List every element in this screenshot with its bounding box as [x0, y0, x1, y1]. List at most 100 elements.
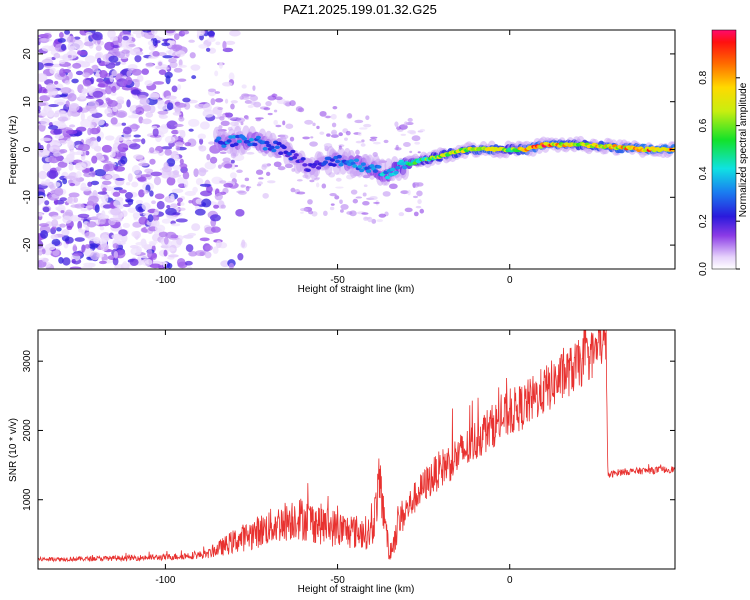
snr-x-tick-label: -50	[330, 575, 345, 586]
spectrogram-noise-cell	[219, 116, 225, 121]
spectrogram-ridge-peak	[402, 165, 408, 170]
spectrogram-noise-cell	[69, 182, 76, 187]
colorbar-tick-label: 0.8	[698, 70, 709, 84]
spectrogram-noise-cell	[378, 213, 387, 218]
spectrogram-noise-cell	[51, 238, 61, 246]
spectrogram-noise-cell	[194, 250, 207, 257]
spectrogram-noise-cell	[371, 218, 377, 224]
spectrogram-noise-cell	[173, 67, 183, 73]
spectrogram-noise-cell	[267, 112, 273, 116]
spectrogram-noise-cell	[217, 164, 222, 169]
spectrogram-noise-cell	[38, 62, 44, 71]
spectrogram-noise-cell	[104, 61, 110, 65]
spectrogram-ridge-peak	[357, 165, 363, 169]
spectrogram-noise-cell	[273, 109, 278, 113]
spectrogram-noise-cell	[60, 210, 65, 214]
spectrogram-noise-cell	[38, 37, 49, 44]
spectrogram-y-tick-label: 0	[22, 146, 33, 152]
spectrogram-noise-cell	[69, 124, 76, 128]
spectrogram-noise-cell	[166, 158, 176, 167]
spectrogram-noise-cell	[319, 131, 325, 135]
spectrogram-noise-cell	[300, 207, 309, 212]
spectrogram-noise-cell	[68, 162, 74, 171]
spectrogram-ridge-peak	[384, 175, 391, 180]
spectrogram-noise-cell	[52, 120, 63, 126]
spectrogram-noise-cell	[112, 243, 119, 249]
spectrogram-noise-cell	[263, 107, 271, 111]
spectrogram-noise-cell	[76, 150, 83, 156]
spectrogram-noise-cell	[207, 30, 215, 37]
spectrogram-noise-cell	[101, 194, 109, 204]
spectrogram-noise-cell	[48, 104, 59, 108]
spectrogram-noise-cell	[330, 113, 337, 120]
spectrogram-noise-cell	[148, 240, 158, 245]
spectrogram-noise-cell	[352, 198, 358, 204]
spectrogram-noise-cell	[94, 73, 101, 78]
spectrogram-noise-cell	[154, 224, 166, 233]
spectrogram-noise-cell	[362, 200, 370, 206]
spectrogram-noise-cell	[146, 249, 153, 257]
spectrogram-noise-cell	[105, 97, 111, 102]
spectrogram-noise-cell	[149, 158, 156, 165]
spectrogram-noise-cell	[80, 112, 85, 121]
spectrogram-noise-cell	[214, 192, 223, 201]
spectrogram-ridge-peak	[336, 154, 342, 159]
spectrogram-noise-cell	[127, 115, 140, 119]
spectrogram-noise-cell	[329, 193, 337, 197]
spectrogram-noise-cell	[197, 133, 207, 140]
spectrogram-ridge-peak	[369, 164, 375, 168]
spectrogram-noise-cell	[122, 222, 131, 228]
spectrogram-noise-cell	[199, 183, 212, 187]
spectrogram-noise-cell	[51, 91, 58, 96]
spectrogram-noise-cell	[105, 186, 114, 192]
spectrogram-noise-cell	[188, 39, 195, 43]
spectrogram-noise-cell	[52, 249, 60, 256]
spectrogram-noise-cell	[55, 206, 61, 211]
spectrogram-noise-cell	[166, 176, 176, 186]
spectrogram-noise-cell	[184, 142, 192, 147]
spectrogram-noise-cell	[199, 237, 210, 242]
spectrogram-noise-cell	[57, 161, 68, 168]
spectrogram-noise-cell	[135, 32, 142, 39]
spectrogram-noise-cell	[101, 180, 112, 186]
spectrogram-noise-cell	[179, 158, 184, 165]
spectrogram-noise-cell	[95, 152, 103, 160]
spectrogram-noise-cell	[152, 127, 159, 137]
spectrogram-noise-cell	[365, 115, 370, 121]
spectrogram-noise-cell	[300, 211, 304, 214]
spectrogram-noise-cell	[412, 181, 420, 188]
spectrogram-noise-cell	[363, 123, 372, 128]
spectrogram-noise-cell	[45, 83, 56, 92]
spectrogram-noise-cell	[178, 64, 187, 68]
spectrogram-noise-cell	[143, 190, 149, 194]
spectrogram-noise-cell	[98, 70, 108, 79]
snr-series-line	[38, 330, 675, 563]
spectrogram-noise-cell	[222, 157, 231, 163]
spectrogram-noise-cell	[131, 231, 139, 238]
spectrogram-noise-cell	[62, 215, 73, 224]
spectrogram-noise-cell	[166, 120, 178, 130]
spectrogram-noise-cell	[315, 182, 320, 188]
spectrogram-noise-cell	[404, 207, 413, 213]
spectrogram-noise-cell	[261, 163, 271, 168]
spectrogram-noise-cell	[129, 124, 140, 130]
spectrogram-noise-cell	[113, 187, 123, 191]
spectrogram-noise-cell	[38, 250, 43, 256]
spectrogram-noise-cell	[127, 207, 137, 214]
spectrogram-y-tick-label: -10	[22, 190, 33, 205]
spectrogram-noise-cell	[142, 105, 152, 112]
spectrogram-noise-cell	[224, 163, 233, 169]
snr-y-tick-label: 3000	[22, 350, 33, 373]
spectrogram-noise-cell	[308, 210, 314, 215]
spectrogram-noise-cell	[110, 149, 116, 158]
spectrogram-ridge-peak	[393, 170, 399, 175]
spectrogram-noise-cell	[39, 137, 52, 142]
spectrogram-noise-cell	[67, 110, 73, 117]
spectrogram-noise-cell	[165, 75, 171, 85]
spectrogram-noise-cell	[225, 112, 229, 117]
spectrogram-noise-cell	[40, 182, 52, 186]
spectrogram-noise-cell	[120, 61, 127, 65]
spectrogram-noise-cell	[90, 140, 99, 150]
spectrogram-noise-cell	[372, 141, 381, 145]
